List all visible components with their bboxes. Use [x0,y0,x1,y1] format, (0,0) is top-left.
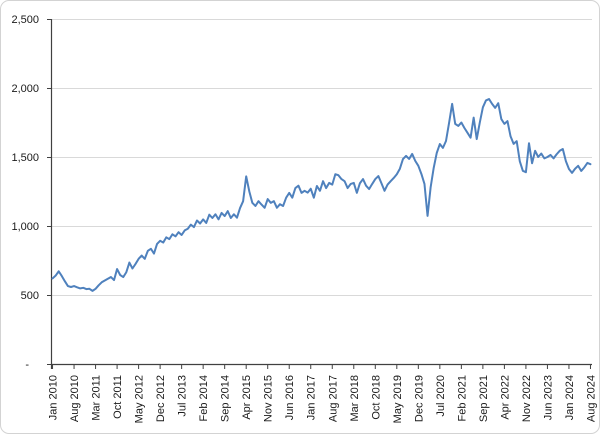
x-axis-tick-label: Jul 2013 [177,375,189,417]
x-axis-tick-label: Oct 2011 [112,375,124,419]
x-axis-tick-label: Jul 2020 [435,375,447,417]
x-axis-tick-label: Feb 2014 [198,375,210,421]
x-axis-tick-label: Jan 2024 [564,375,576,420]
x-axis-tick-label: Apr 2015 [241,375,253,420]
y-axis-tick-label: 2,000 [11,83,39,95]
x-axis-tick-label: Apr 2022 [499,375,511,420]
y-axis-tick-label: 1,000 [11,221,39,233]
y-axis-tick-label: - [25,359,29,371]
x-axis-tick-label: Aug 2024 [585,375,597,422]
x-axis-tick-label: Nov 2022 [521,375,533,422]
y-axis-tick-label: 1,500 [11,152,39,164]
x-axis-tick-label: Nov 2015 [263,375,275,422]
x-axis-tick-label: Oct 2018 [370,375,382,420]
data-series-line [51,98,592,292]
x-axis-tick-label: Dec 2019 [413,375,425,422]
x-axis-tick-label: Aug 2017 [327,375,339,422]
y-axis-tick-label: 2,500 [11,14,39,26]
x-axis-tick-label: Aug 2010 [69,375,81,422]
x-axis-tick-label: Sep 2021 [478,375,490,422]
x-axis-tick-label: Mar 2018 [349,375,361,421]
x-axis-tick-label: Jan 2010 [48,375,60,420]
x-axis-tick-label: Jan 2017 [306,375,318,420]
x-axis-tick-label: May 2019 [392,375,404,423]
x-axis-tick-label: Mar 2011 [91,375,103,421]
x-axis-tick-label: Jun 2023 [542,375,554,420]
x-axis-tick-label: Sep 2014 [220,375,232,422]
y-axis-tick-label: 500 [21,290,39,302]
x-axis-tick-label: Feb 2021 [456,375,468,421]
x-axis-tick-label: Jun 2016 [284,375,296,420]
x-axis-tick-label: May 2012 [134,375,146,423]
x-axis-tick-label: Dec 2012 [155,375,167,422]
